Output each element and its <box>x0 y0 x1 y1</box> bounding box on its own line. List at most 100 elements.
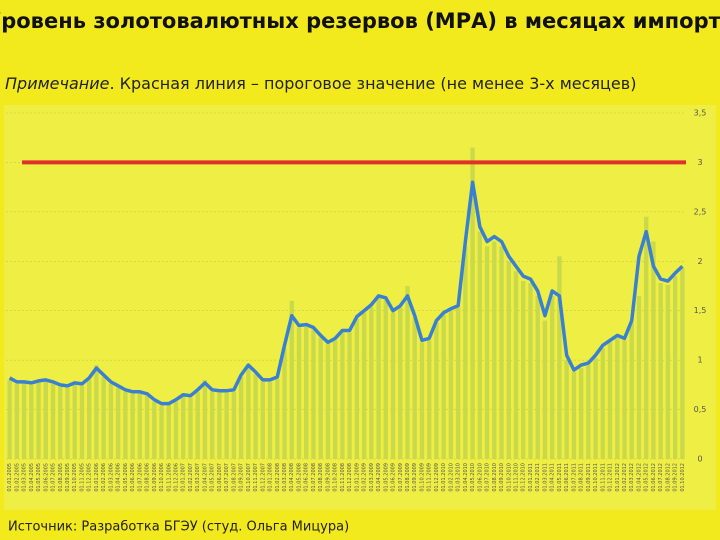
bar <box>101 376 106 459</box>
bar <box>304 326 309 459</box>
x-tick-label: 01.11.2010 <box>514 463 520 492</box>
x-tick-label: 01.12.2011 <box>608 463 614 492</box>
x-tick-label: 01.04.2007 <box>202 463 208 492</box>
bar <box>36 381 41 459</box>
x-tick-label: 01.04.2011 <box>550 463 556 492</box>
bar <box>622 340 627 459</box>
bar <box>578 368 584 459</box>
bar <box>79 385 85 459</box>
bar <box>477 231 482 459</box>
bar <box>644 216 649 459</box>
bar <box>405 286 410 459</box>
bar <box>593 358 598 459</box>
bar <box>412 317 417 459</box>
x-tick-label: 01.11.2009 <box>427 463 433 492</box>
y-tick-label: 0 <box>697 455 702 464</box>
x-tick-label: 01.03.2005 <box>22 463 28 492</box>
line <box>8 180 684 406</box>
x-tick-label: 01.03.2011 <box>542 463 548 492</box>
y-tick-label: 1 <box>697 356 702 365</box>
x-tick-label: 01.02.2012 <box>622 463 628 492</box>
bar <box>499 246 504 459</box>
x-tick-label: 01.09.2012 <box>673 463 679 492</box>
bar <box>29 384 34 459</box>
bar <box>311 329 316 459</box>
x-tick-label: 01.02.2010 <box>448 463 454 492</box>
bar <box>231 391 237 459</box>
bar <box>115 387 121 459</box>
x-tick-label: 01.04.2010 <box>463 463 469 492</box>
bar <box>390 312 396 459</box>
x-tick-label: 01.09.2007 <box>239 463 245 492</box>
x-tick-label: 01.07.2006 <box>137 463 143 492</box>
x-tick-label: 01.07.2009 <box>398 463 404 492</box>
x-tick-label: 01.09.2009 <box>412 463 418 492</box>
x-tick-label: 01.06.2007 <box>217 463 223 492</box>
bar <box>340 332 345 459</box>
x-tick-label: 01.09.2008 <box>325 463 331 492</box>
bar <box>564 360 569 459</box>
x-tick-label: 01.12.2005 <box>87 463 93 492</box>
bar <box>557 256 562 459</box>
x-tick-label: 01.07.2011 <box>571 463 577 492</box>
bar <box>484 246 490 459</box>
x-tick-label: 01.08.2007 <box>231 463 237 492</box>
x-tick-label: 01.05.2007 <box>210 463 216 492</box>
bar <box>65 387 70 459</box>
y-tick-label: 2,5 <box>694 207 707 216</box>
x-tick-label: 01.06.2008 <box>304 463 310 492</box>
bar <box>636 295 642 459</box>
bar <box>513 271 519 459</box>
bar <box>260 381 265 459</box>
bar <box>282 348 287 459</box>
x-tick-label: 01.02.2009 <box>362 463 368 492</box>
bar <box>173 401 179 459</box>
bar <box>94 365 99 459</box>
x-tick-label: 01.06.2009 <box>391 463 397 492</box>
bar <box>441 314 446 459</box>
bar <box>130 393 135 459</box>
x-tick-label: 01.12.2008 <box>347 463 353 492</box>
x-tick-label: 01.07.2007 <box>224 463 230 492</box>
x-tick-label: 01.05.2006 <box>123 463 129 492</box>
bar <box>7 379 12 459</box>
bar <box>680 268 685 459</box>
x-tick-label: 01.09.2005 <box>65 463 71 492</box>
bar <box>14 383 20 459</box>
x-tick-label: 01.02.2006 <box>101 463 107 492</box>
bar <box>275 378 280 459</box>
x-tick-label: 01.09.2010 <box>499 463 505 492</box>
x-tick-label: 01.01.2007 <box>181 463 187 492</box>
bar <box>238 376 244 459</box>
x-tick-label: 01.11.2006 <box>166 463 172 492</box>
bar <box>43 380 48 459</box>
bar <box>318 337 323 459</box>
x-tick-label: 01.12.2007 <box>260 463 266 492</box>
bar <box>665 285 671 459</box>
chart-title: Уровень золотовалютных резервов (МРА) в … <box>0 9 720 33</box>
bar <box>188 397 193 459</box>
x-tick-label: 01.10.2007 <box>246 463 252 492</box>
x-tick-label: 01.01.2011 <box>528 463 534 492</box>
x-tick-label: 01.08.2009 <box>405 463 411 492</box>
x-tick-label: 01.11.2005 <box>79 463 85 492</box>
x-tick-label: 01.08.2006 <box>145 463 151 492</box>
x-tick-label: 01.03.2006 <box>108 463 114 492</box>
note-label: Примечание <box>5 74 110 93</box>
bar <box>455 307 461 459</box>
x-tick-label: 01.03.2012 <box>629 463 635 492</box>
x-tick-label: 01.05.2011 <box>557 463 563 492</box>
bar <box>463 246 468 459</box>
x-tick-label: 01.10.2008 <box>333 463 339 492</box>
bar <box>224 392 229 459</box>
x-tick-label: 01.10.2005 <box>72 463 78 492</box>
x-tick-label: 01.04.2009 <box>376 463 382 492</box>
bar <box>521 281 526 459</box>
bar <box>492 241 497 459</box>
bar <box>267 381 273 459</box>
x-tick-label: 01.06.2005 <box>43 463 49 492</box>
x-tick-label: 01.04.2006 <box>116 463 122 492</box>
x-tick-label: 01.05.2010 <box>470 463 476 492</box>
x-tick-label: 01.08.2010 <box>492 463 498 492</box>
bar <box>87 379 92 459</box>
